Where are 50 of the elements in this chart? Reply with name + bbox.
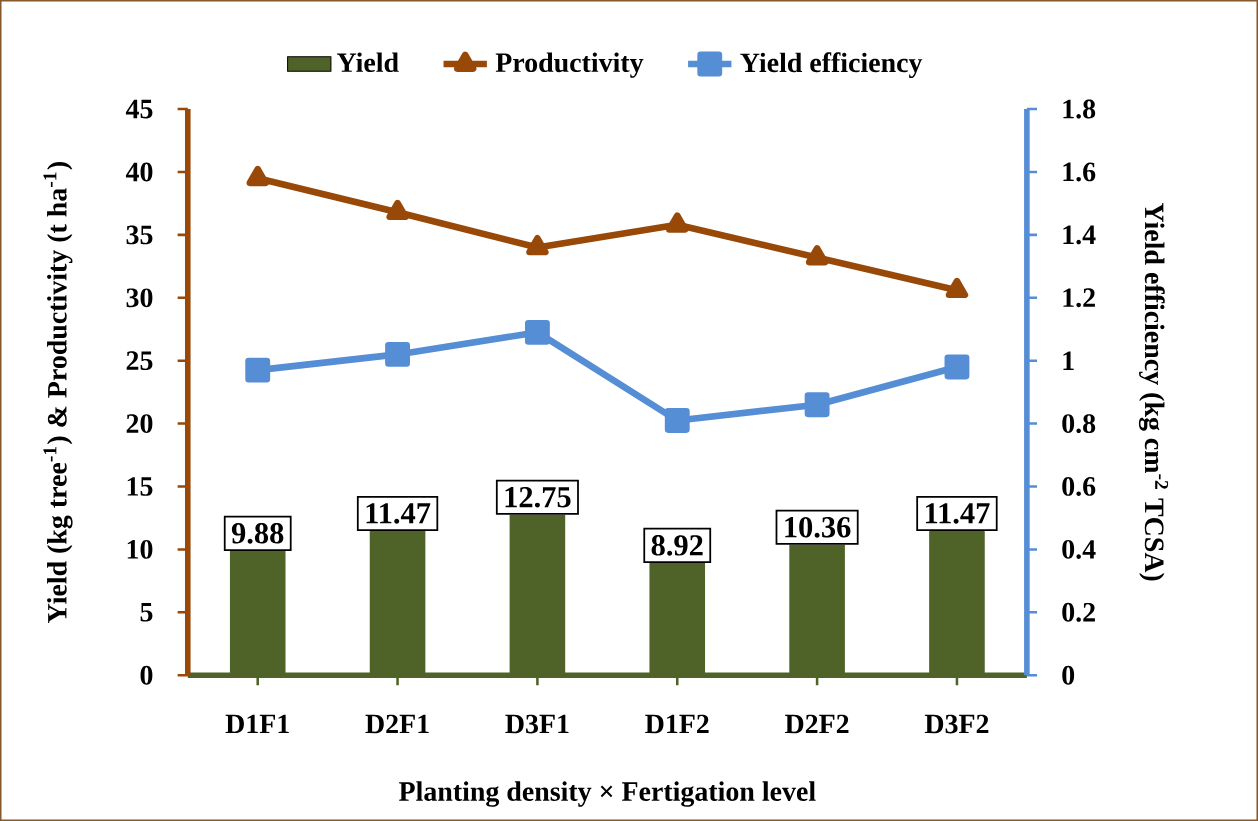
data-label: 10.36 [785,516,851,538]
x-tick-label: D3F2 [924,714,989,734]
x-tick-label: D1F2 [645,714,709,734]
point [944,354,970,380]
y2-tick-label: 0.6 [1062,476,1096,496]
data-label: 12.75 [505,486,571,508]
data-label: 8.92 [651,535,703,556]
point [386,199,409,221]
legend-label: Yield efficiency [740,52,923,78]
y2-axis-title: Yield efficiency (kg cm$^{-2}$ TCSA) [1138,202,1169,581]
y2-tick-label: 1.2 [1063,288,1095,308]
data-label: 11.47 [925,503,990,524]
point [246,165,269,187]
x-tick-label: D1F1 [225,714,289,734]
point [945,277,969,299]
y-tick-label: 45 [125,99,153,119]
x-axis-title: Planting density × Fertigation level [399,781,816,807]
y2-tick-label: 1.4 [1063,225,1096,245]
y-tick-label: 20 [126,414,153,433]
point [245,357,271,383]
point [804,392,830,418]
data-label: 11.47 [366,503,431,524]
point [664,407,690,433]
y2-tick-label: 1.6 [1063,162,1096,182]
x-tick-label: D2F1 [365,714,429,734]
point [805,245,829,266]
data-label: 9.88 [231,522,284,544]
legend-label: Productivity [495,52,644,78]
point [666,212,689,233]
y-tick-label: 0 [140,665,153,685]
x-tick-label: D2F2 [785,714,849,734]
y-tick-label: 5 [140,602,153,622]
y2-tick-label: 0.4 [1062,539,1096,559]
y2-tick-label: 0 [1062,665,1075,685]
y-tick-label: 10 [127,539,153,559]
y2-tick-label: 1 [1063,351,1074,370]
y-tick-label: 25 [126,351,153,371]
y2-tick-label: 0.2 [1062,602,1095,622]
legend-label: Yield [336,52,399,73]
point [526,234,549,256]
point [385,341,411,367]
y2-tick-label: 1.8 [1063,99,1096,119]
y-tick-label: 40 [125,162,153,182]
y-tick-label: 30 [126,288,153,308]
x-tick-label: D3F1 [505,714,569,734]
y-axis-title: Yield (kg tree$^{-1}$) & Productivity (t ha$^{-1}$) [43,162,73,623]
point [524,319,550,345]
y-tick-label: 15 [127,477,153,496]
y-tick-label: 35 [126,225,153,245]
y2-tick-label: 0.8 [1062,414,1096,434]
